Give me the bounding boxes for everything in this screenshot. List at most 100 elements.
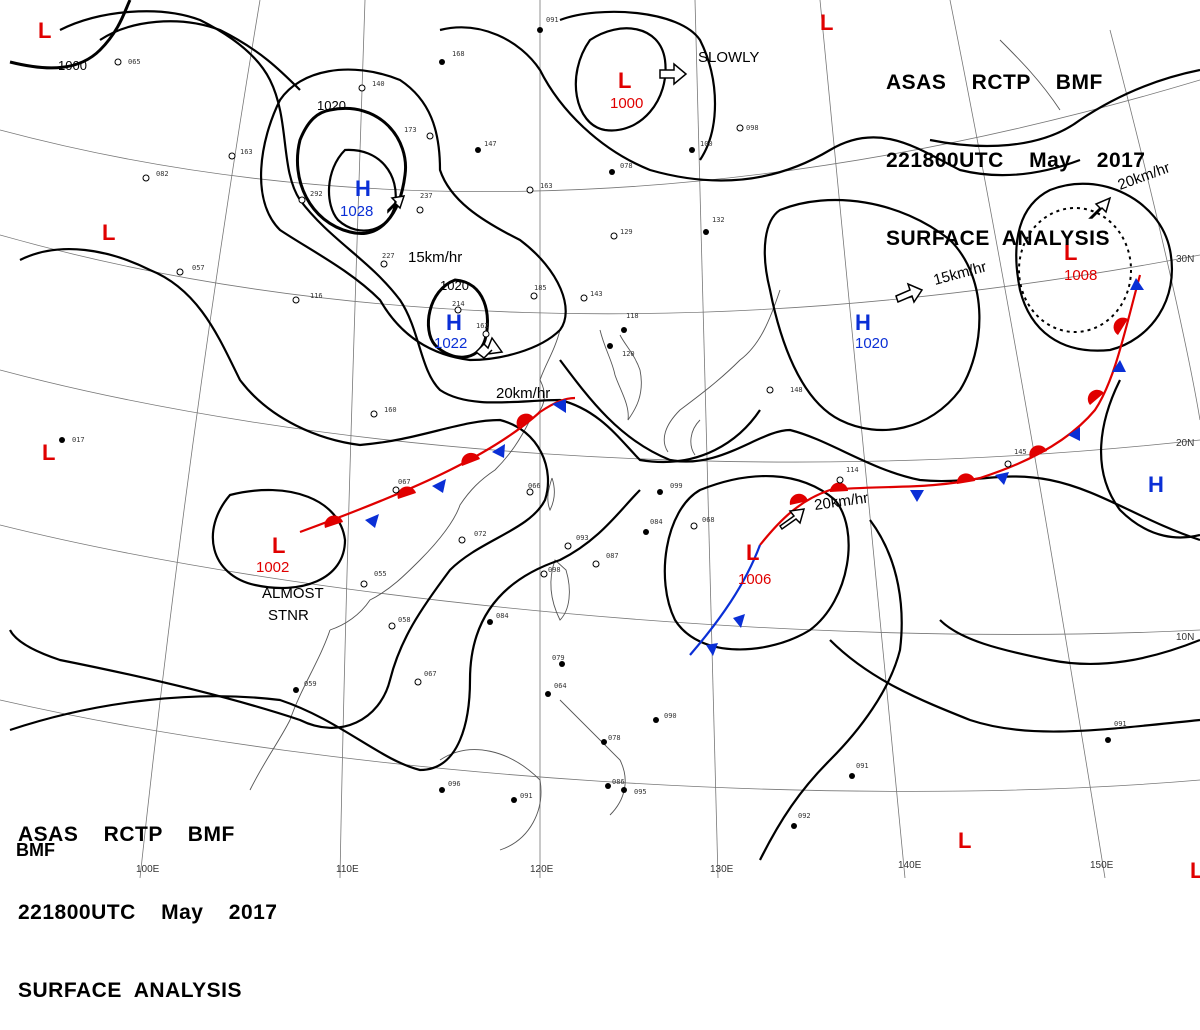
station-plot: 084 (643, 518, 663, 535)
footer-title-line: SURFACE ANALYSIS (18, 979, 242, 1002)
svg-text:098: 098 (548, 566, 561, 574)
station-plot: 292 (298, 190, 323, 204)
footer-time-line: 221800UTC May 2017 (18, 901, 278, 924)
isobar-1020-ring (295, 107, 408, 235)
svg-text:163: 163 (540, 182, 553, 190)
station-plot: 091 (511, 792, 533, 803)
station-plot: 098 (736, 124, 759, 132)
station-plot: 116 (292, 292, 323, 304)
station-plot: 096 (439, 780, 461, 793)
station-plot: 082 (142, 170, 169, 182)
cold-front-barb (733, 614, 745, 628)
lon-label: 100E (136, 864, 160, 875)
isobar-south-a (9, 248, 550, 729)
cold-front-barb (1068, 427, 1080, 441)
low-center: L (820, 10, 833, 35)
isobar-japan-band (559, 359, 1200, 542)
svg-text:163: 163 (240, 148, 253, 156)
low-center: L (42, 440, 55, 465)
svg-text:059: 059 (304, 680, 317, 688)
station-plot: 143 (580, 290, 603, 302)
korea-coast (599, 329, 642, 421)
high-center: H (1148, 472, 1164, 497)
svg-text:091: 091 (1114, 720, 1127, 728)
chart-header-top: ASAS RCTP BMF 221800UTC May 2017 SURFACE… (886, 18, 1145, 278)
warm-front-bump (461, 452, 480, 466)
svg-text:065: 065 (128, 58, 141, 66)
station-plot: 017 (59, 436, 85, 444)
station-plot: 092 (791, 812, 811, 829)
isobar-south-east (759, 519, 903, 861)
lon-label: 120E (530, 864, 554, 875)
svg-text:057: 057 (192, 264, 205, 272)
svg-text:091: 091 (520, 792, 533, 800)
station-plot: 163 (228, 148, 253, 160)
svg-text:096: 096 (448, 780, 461, 788)
isobar-north-band (439, 26, 1081, 182)
svg-text:100: 100 (700, 140, 713, 148)
station-plot: 237 (416, 192, 433, 214)
station-plot: 140 (358, 80, 385, 92)
high-center: H (855, 310, 871, 335)
svg-text:058: 058 (398, 616, 411, 624)
station-plot: 100 (689, 140, 713, 153)
station-plot: 118 (621, 312, 639, 333)
isobar-label: 1020 (317, 98, 346, 113)
isobars (9, 0, 1200, 861)
station-plot: 090 (653, 712, 677, 723)
isobar-l1000-ring (574, 27, 667, 132)
station-plot: 057 (176, 264, 205, 276)
pressure-value: 1008 (1064, 267, 1097, 284)
station-plot: 093 (564, 534, 589, 550)
isobar-pacific-l1006 (663, 474, 850, 651)
station-plot: 064 (545, 682, 567, 697)
motion-arrow (1088, 196, 1112, 219)
station-plot: 168 (439, 50, 465, 65)
low-center: L (1064, 240, 1077, 265)
lon-label: 130E (710, 864, 734, 875)
meridian-100e (139, 0, 261, 878)
pressure-systems: H 1028 H 1022 H 1020 H L 1000 L 1008 L 1… (38, 10, 1200, 878)
station-plot: 067 (392, 478, 411, 494)
indochina-coast (249, 629, 331, 791)
station-plot: 078 (609, 162, 633, 175)
meridian-110e (339, 0, 366, 878)
svg-text:118: 118 (626, 312, 639, 320)
motion-label: 15km/hr (408, 249, 462, 266)
motion-label: SLOWLY (698, 49, 759, 66)
borneo-coast (439, 749, 542, 851)
station-plot: 067 (414, 670, 437, 686)
svg-text:160: 160 (384, 406, 397, 414)
station-plot: 072 (458, 530, 487, 544)
station-plot: 095 (621, 787, 647, 796)
motion-arrow (387, 195, 406, 214)
svg-text:078: 078 (620, 162, 633, 170)
coastlines (249, 39, 1061, 851)
fronts (299, 274, 1144, 656)
warm-front-bump (789, 493, 808, 505)
station-plot: 099 (657, 482, 683, 495)
lat-label: 30N (1176, 254, 1194, 265)
isobar-l1002-ring (211, 488, 347, 590)
station-plot: 147 (475, 140, 497, 153)
isobar-labels: 1000 1020 1020 (58, 58, 469, 293)
header-time-line: 221800UTC May 2017 (886, 149, 1146, 172)
station-plot: 091 (1105, 720, 1127, 743)
warm-front-bump (1087, 389, 1104, 405)
taiwan-coast (547, 477, 555, 512)
parallel-40n (0, 79, 1200, 193)
svg-text:129: 129 (620, 228, 633, 236)
lon-label: 110E (336, 864, 359, 875)
station-plot: 066 (526, 482, 541, 496)
low-center: L (272, 533, 285, 558)
parallel-20n (0, 369, 1200, 463)
isobar-label: 1000 (58, 58, 87, 73)
svg-text:084: 084 (496, 612, 509, 620)
low-center: L (746, 540, 759, 565)
parallel-30n (0, 234, 1200, 315)
header-title-line: SURFACE ANALYSIS (886, 227, 1110, 250)
svg-text:072: 072 (474, 530, 487, 538)
philippines-coast (559, 699, 626, 816)
svg-text:120: 120 (622, 350, 635, 358)
svg-text:214: 214 (452, 300, 465, 308)
